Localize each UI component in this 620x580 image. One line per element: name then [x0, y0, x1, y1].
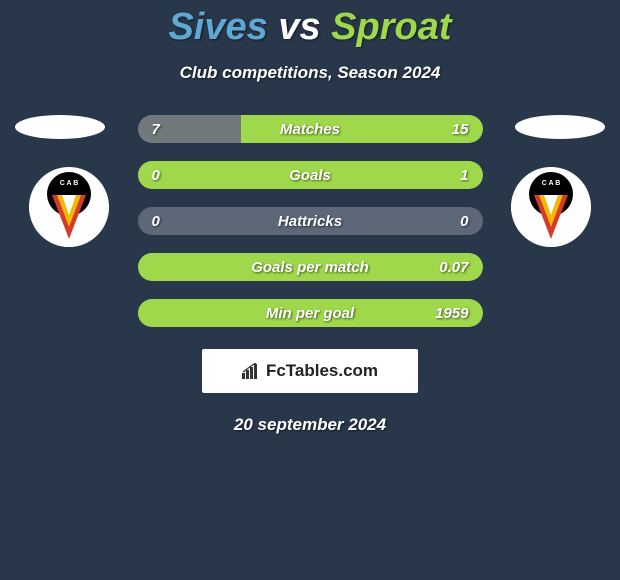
player2-club-badge: C A B — [511, 167, 591, 247]
player2-oval — [515, 115, 605, 139]
stat-value-right: 15 — [452, 121, 469, 138]
stat-row: 7Matches15 — [138, 115, 483, 143]
svg-text:C A B: C A B — [60, 180, 79, 187]
stat-label: Goals per match — [138, 259, 483, 276]
club-badge-icon: C A B — [511, 167, 591, 247]
stat-row: 0Goals1 — [138, 161, 483, 189]
subtitle: Club competitions, Season 2024 — [0, 63, 620, 83]
source-logo: FcTables.com — [242, 361, 378, 381]
stat-label: Goals — [138, 167, 483, 184]
stat-label: Min per goal — [138, 305, 483, 322]
player2-name: Sproat — [331, 6, 451, 48]
stat-row: Min per goal1959 — [138, 299, 483, 327]
stat-value-right: 0 — [460, 213, 468, 230]
stat-value-right: 0.07 — [439, 259, 468, 276]
content-area: C A B C A B 7Matches150Goals10Hattricks0… — [0, 115, 620, 435]
svg-text:C A B: C A B — [542, 180, 561, 187]
date-text: 20 september 2024 — [0, 415, 620, 435]
player1-name: Sives — [168, 6, 267, 48]
club-badge-icon: C A B — [29, 167, 109, 247]
stat-value-right: 1959 — [435, 305, 468, 322]
stat-label: Matches — [138, 121, 483, 138]
comparison-title: Sives vs Sproat — [0, 0, 620, 49]
stat-label: Hattricks — [138, 213, 483, 230]
vs-text: vs — [278, 6, 320, 48]
player1-oval — [15, 115, 105, 139]
stat-row: Goals per match0.07 — [138, 253, 483, 281]
stats-table: 7Matches150Goals10Hattricks0Goals per ma… — [138, 115, 483, 327]
source-logo-text: FcTables.com — [266, 361, 378, 381]
source-logo-box: FcTables.com — [202, 349, 418, 393]
stat-row: 0Hattricks0 — [138, 207, 483, 235]
stat-value-right: 1 — [460, 167, 468, 184]
chart-icon — [242, 363, 262, 379]
player1-club-badge: C A B — [29, 167, 109, 247]
